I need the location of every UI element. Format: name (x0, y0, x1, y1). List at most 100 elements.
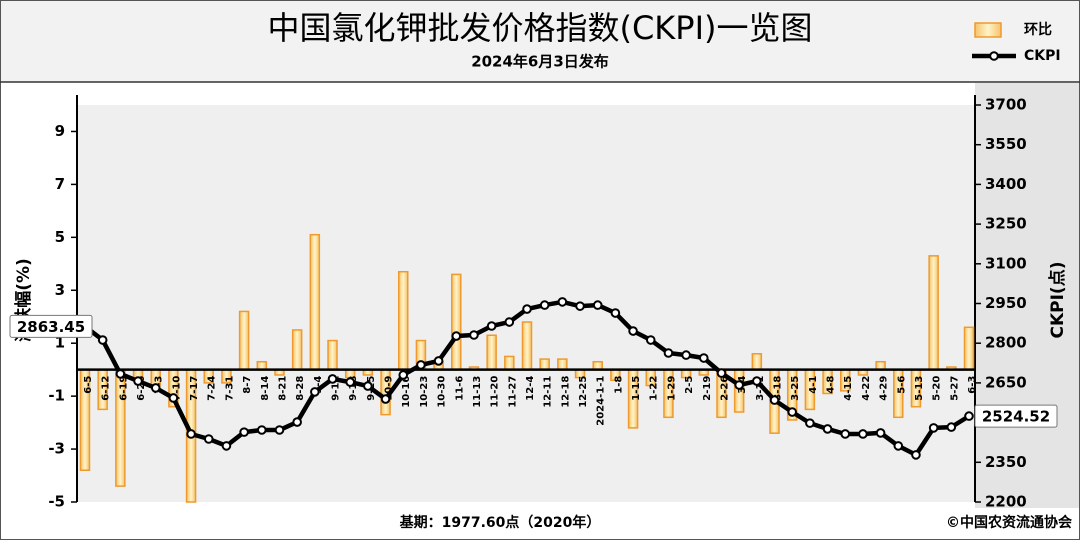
bar (486, 334, 497, 371)
x-tick-label: 5-20 (932, 376, 943, 401)
line-marker (239, 427, 249, 437)
base-note: 基期：1977.60点（2020年） (400, 514, 601, 531)
line-marker (840, 429, 851, 439)
header-band (1, 1, 1079, 82)
x-tick-label: 11-27 (507, 376, 518, 408)
bar (539, 358, 550, 371)
x-tick-label: 6-12 (101, 376, 112, 401)
x-tick-label: 3-25 (790, 376, 801, 401)
line-marker (858, 429, 868, 439)
line-marker (522, 304, 532, 314)
bar (291, 329, 303, 371)
source: ©中国农资流通协会 (946, 514, 1073, 531)
x-tick-label: 3-18 (773, 376, 784, 401)
x-tick-label: 4-8 (826, 376, 837, 394)
x-tick-label: 10-30 (437, 376, 448, 408)
line-marker (645, 335, 656, 345)
x-tick-label: 6-19 (118, 376, 129, 401)
x-tick-label: 8-7 (242, 376, 253, 394)
line-marker (221, 441, 232, 451)
x-tick-label: 12-4 (525, 376, 536, 401)
line-marker (822, 424, 833, 434)
x-tick-label: 1-8 (613, 376, 624, 394)
line-marker (416, 360, 426, 370)
x-tick-label: 7-31 (224, 376, 235, 401)
line-marker (363, 381, 373, 391)
bar (928, 255, 939, 371)
line-marker (734, 380, 744, 390)
x-tick-label: 10-9 (384, 376, 395, 401)
x-tick-label: 2-19 (702, 376, 713, 401)
line-marker (663, 348, 674, 358)
bar (238, 310, 250, 371)
y-tick-label: 7 (55, 175, 65, 193)
bar (963, 326, 975, 371)
line-marker (716, 368, 727, 378)
line-marker (769, 395, 780, 405)
line-marker (681, 350, 691, 360)
line-marker (150, 383, 161, 393)
line-marker (610, 308, 621, 318)
y2-tick-label: 2650 (985, 373, 1027, 391)
x-tick-label: 5-27 (949, 376, 960, 401)
x-tick-label: 4-29 (879, 376, 890, 401)
line-marker (115, 369, 126, 379)
x-tick-label: 2-5 (684, 376, 695, 394)
x-tick-label: 10-16 (401, 376, 412, 408)
legend-label: CKPI (1024, 48, 1061, 64)
line-marker (97, 335, 108, 345)
line-marker (911, 450, 921, 460)
x-tick-label: 1-29 (666, 376, 677, 401)
y2-tick-label: 3100 (985, 254, 1027, 272)
y2-tick-label: 3700 (985, 96, 1027, 114)
legend-label: 环比 (1024, 21, 1052, 38)
line-marker (310, 387, 320, 397)
line-marker (380, 394, 391, 404)
bar (451, 273, 462, 371)
line-marker (504, 317, 515, 327)
value-label: 2863.45 (17, 318, 85, 336)
chart-title: 中国氯化钾批发价格指数(CKPI)一览图 (267, 9, 812, 47)
line-marker (575, 301, 585, 311)
bar (751, 353, 763, 371)
x-tick-label: 4-22 (861, 376, 872, 401)
x-tick-label: 6-3 (967, 376, 978, 394)
line-marker (539, 300, 550, 310)
line-marker (875, 428, 886, 438)
line-marker (787, 407, 798, 417)
line-marker (486, 321, 497, 331)
line-marker (345, 377, 356, 387)
y-tick-label: 3 (55, 281, 65, 299)
y2-tick-label: 3550 (985, 135, 1027, 153)
line-marker (628, 326, 638, 336)
x-tick-label: 7-17 (189, 376, 200, 401)
x-tick-label: 9-18 (348, 376, 359, 401)
line-marker (292, 417, 302, 427)
value-label: 2524.52 (982, 408, 1050, 426)
line-marker (805, 418, 815, 428)
line-marker (433, 356, 444, 366)
bar (557, 358, 568, 371)
y2-axis-label: CKPI(点) (1047, 262, 1068, 339)
line-marker (946, 422, 957, 432)
line-marker (133, 376, 143, 386)
line-marker (928, 423, 939, 433)
y-tick-label: -1 (48, 387, 65, 405)
y2-tick-label: 2800 (985, 334, 1027, 352)
value-label-box (974, 404, 1058, 428)
line-marker (451, 331, 462, 341)
y-tick-label: 9 (55, 122, 65, 140)
x-tick-label: 9-11 (331, 376, 342, 401)
y2-tick-label: 3250 (985, 215, 1027, 233)
x-tick-label: 12-11 (543, 376, 554, 408)
y-tick-label: 5 (55, 228, 65, 246)
x-tick-label: 11-13 (472, 376, 483, 408)
x-tick-label: 9-4 (313, 376, 324, 394)
bar (521, 321, 533, 371)
y-tick-label: -3 (48, 440, 65, 458)
y2-tick-label: 2950 (985, 294, 1027, 312)
y-tick-label: -5 (48, 493, 65, 511)
value-label-box (9, 314, 93, 338)
